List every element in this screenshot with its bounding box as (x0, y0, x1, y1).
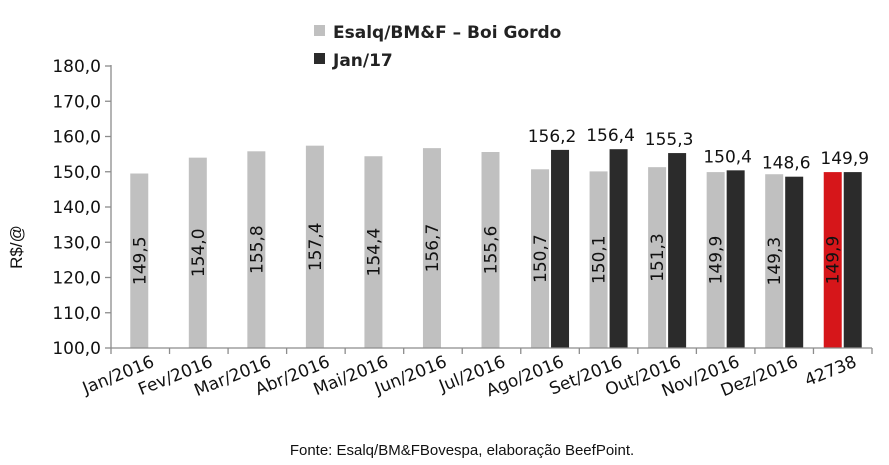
y-tick-label: 170,0 (52, 92, 101, 112)
source-note: Fonte: Esalq/BM&FBovespa, elaboração Bee… (290, 442, 634, 459)
legend-swatch-boi-gordo (314, 25, 325, 36)
data-label-jan17: 149,9 (820, 149, 869, 169)
data-label-boi-gordo: 156,7 (423, 224, 443, 273)
data-label-jan17: 148,6 (762, 154, 811, 174)
bar-boi-gordo (706, 172, 725, 348)
y-tick-label: 140,0 (52, 198, 101, 218)
x-tick-label: 42738 (802, 352, 860, 391)
bar-boi-gordo (481, 152, 500, 348)
bar-jan17 (551, 149, 570, 348)
bar-boi-gordo (648, 167, 667, 348)
bar-boi-gordo (589, 171, 608, 348)
bar-jan17 (668, 153, 687, 348)
y-tick-label: 150,0 (52, 163, 101, 183)
y-tick-label: 180,0 (52, 57, 101, 77)
data-label-boi-gordo: 149,3 (765, 237, 785, 286)
bar-boi-gordo (765, 174, 784, 348)
y-axis-label: R$/@ (7, 225, 26, 269)
y-tick-label: 130,0 (52, 233, 101, 253)
data-label-boi-gordo: 155,6 (482, 226, 502, 275)
data-label-boi-gordo: 149,9 (824, 236, 844, 285)
legend: Esalq/BM&F – Boi Gordo Jan/17 (314, 23, 561, 71)
legend-label-jan17: Jan/17 (332, 51, 393, 71)
data-label-boi-gordo: 155,8 (247, 225, 267, 274)
data-label-boi-gordo: 154,0 (189, 228, 209, 277)
bar-boi-gordo (422, 148, 441, 348)
y-tick-label: 160,0 (52, 128, 101, 148)
y-axis: 100,0 110,0 120,0 130,0 140,0 150,0 160,0 170,0… (52, 57, 112, 359)
y-tick-label: 120,0 (52, 269, 101, 289)
y-tick-label: 100,0 (52, 339, 101, 359)
bar-boi-gordo (531, 169, 550, 348)
bar-boi-gordo (305, 145, 324, 348)
bar-boi-gordo (364, 156, 383, 348)
data-label-boi-gordo: 150,7 (531, 234, 551, 283)
bar-boi-gordo (188, 157, 207, 348)
bar-boi-gordo (247, 151, 266, 348)
bar-jan17 (785, 176, 804, 348)
bar-jan17 (726, 170, 745, 348)
data-label-boi-gordo: 157,4 (306, 222, 326, 271)
data-label-jan17: 156,2 (528, 127, 577, 147)
bars: 149,5 154,0 155,8 157,4 154,4 156,7 155,6 150,7… (130, 126, 869, 348)
y-tick-label: 110,0 (52, 304, 101, 324)
data-label-boi-gordo: 149,5 (130, 236, 150, 285)
x-axis: Jan/2016Fev/2016Mar/2016Abr/2016Mai/2016… (79, 347, 873, 401)
bar-jan17 (609, 149, 628, 348)
data-label-jan17: 155,3 (645, 130, 694, 150)
bar-boi-gordo (823, 172, 842, 348)
data-label-jan17: 156,4 (586, 126, 635, 146)
legend-swatch-jan17 (314, 53, 325, 64)
data-label-boi-gordo: 154,4 (364, 228, 384, 277)
legend-label-boi-gordo: Esalq/BM&F – Boi Gordo (333, 23, 561, 43)
bar-boi-gordo (130, 173, 149, 348)
bar-jan17 (843, 172, 862, 348)
data-label-boi-gordo: 151,3 (648, 233, 668, 282)
data-label-boi-gordo: 149,9 (707, 236, 727, 285)
data-label-boi-gordo: 150,1 (590, 235, 610, 284)
data-label-jan17: 150,4 (703, 147, 752, 167)
